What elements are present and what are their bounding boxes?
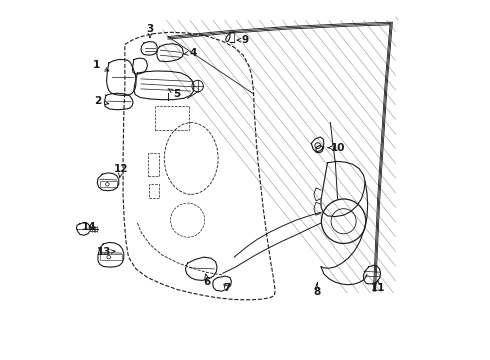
Text: 4: 4 [184, 48, 196, 58]
Text: 1: 1 [93, 60, 109, 71]
Text: 9: 9 [237, 35, 248, 45]
Text: 2: 2 [95, 96, 109, 106]
Text: 10: 10 [328, 143, 345, 153]
Text: 14: 14 [82, 222, 97, 232]
Text: 6: 6 [204, 274, 211, 287]
Text: 8: 8 [313, 284, 320, 297]
Text: 7: 7 [223, 283, 231, 293]
Text: 5: 5 [168, 89, 180, 99]
Text: 12: 12 [114, 164, 128, 177]
Text: 3: 3 [147, 24, 153, 37]
Text: 13: 13 [97, 247, 115, 257]
Text: 11: 11 [370, 280, 385, 293]
